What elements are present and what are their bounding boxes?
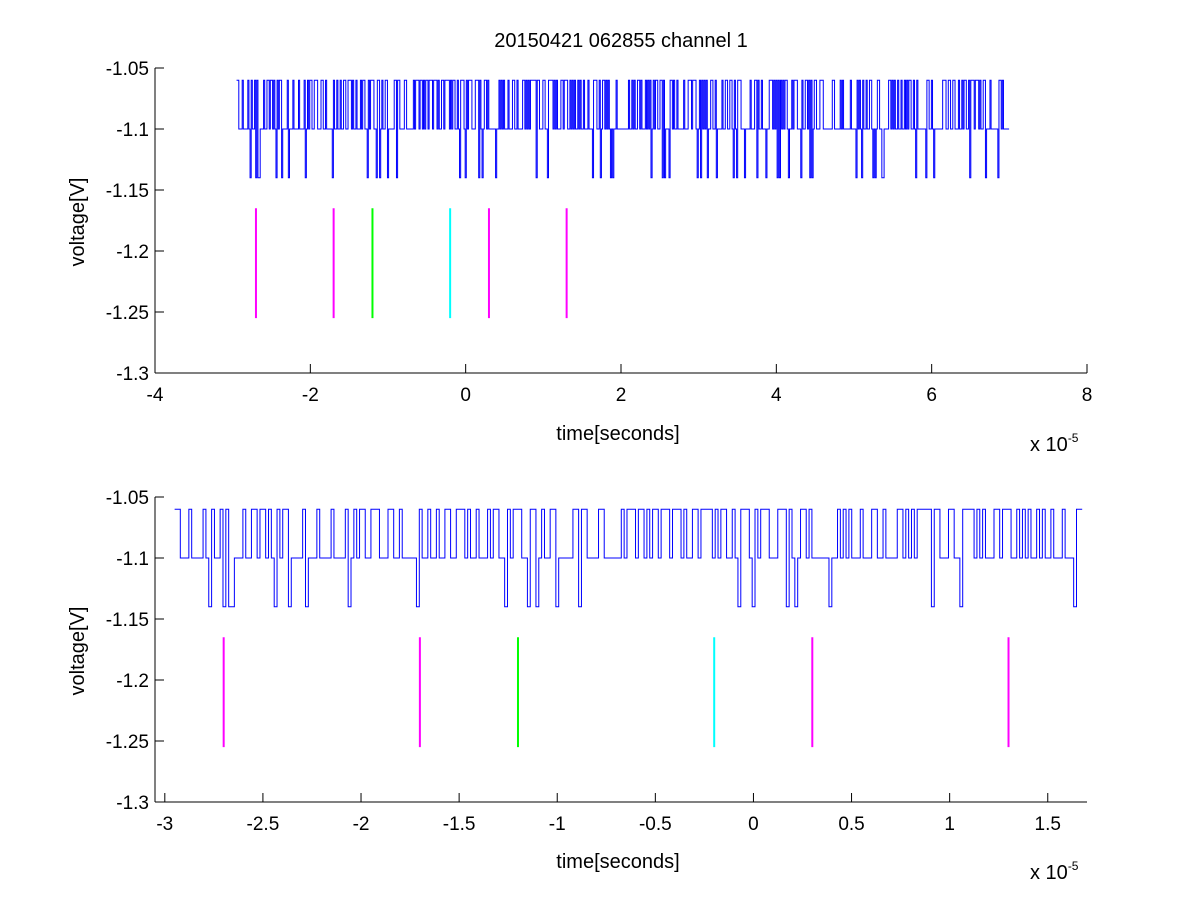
x-tick-label: -2: [353, 814, 370, 835]
x-axis-label: time[seconds]: [556, 423, 679, 445]
x-tick-label: 8: [1082, 385, 1093, 406]
signal-trace: [174, 508, 1083, 608]
x-tick-label: -1.5: [443, 814, 476, 835]
x-axis-multiplier: x 10-5: [1030, 859, 1079, 884]
x-tick-label: -0.5: [639, 814, 672, 835]
y-tick-label: -1.3: [116, 364, 149, 385]
plot-area-frame: [155, 68, 1087, 373]
y-tick-label: -1.25: [106, 732, 149, 753]
x-tick-label: 1: [944, 814, 955, 835]
x-tick-label: -1: [549, 814, 566, 835]
x-tick-label: 0: [460, 385, 471, 406]
x-axis-label: time[seconds]: [556, 851, 679, 873]
y-tick-label: -1.3: [116, 793, 149, 814]
x-tick-label: 0.5: [838, 814, 864, 835]
signal-line: [236, 79, 1010, 179]
y-tick-label: -1.05: [106, 59, 149, 80]
event-markers: [254, 208, 568, 319]
x-tick-label: -2.5: [247, 814, 280, 835]
x-tick-label: -4: [147, 385, 164, 406]
top-subplot: 20150421 062855 channel 1 -4 -2 0 2 4 6 8 -1.05…: [67, 30, 1092, 456]
y-tick-label: -1.15: [106, 610, 149, 631]
y-tick-label: -1.2: [116, 242, 149, 263]
x-tick-label: 4: [771, 385, 782, 406]
y-tick-label: -1.2: [116, 671, 149, 692]
x-tick-label: -3: [156, 814, 173, 835]
chart-title: 20150421 062855 channel 1: [494, 30, 748, 52]
y-axis-label: voltage[V]: [67, 178, 89, 267]
y-tick-label: -1.15: [106, 181, 149, 202]
x-axis-multiplier: x 10-5: [1030, 431, 1079, 456]
event-markers: [222, 637, 1010, 748]
bottom-subplot: -3 -2.5 -2 -1.5 -1 -0.5 0 0.5 1 1.5 -1.05 -1.1 -1.15…: [67, 488, 1087, 884]
x-tick-label: 0: [748, 814, 759, 835]
signal-trace: [236, 79, 1010, 179]
y-tick-label: -1.1: [116, 120, 149, 141]
x-tick-label: 1.5: [1035, 814, 1061, 835]
x-tick-label: 6: [926, 385, 937, 406]
x-tick-label: -2: [302, 385, 319, 406]
y-tick-label: -1.25: [106, 303, 149, 324]
signal-line: [174, 508, 1083, 608]
x-tick-label: 2: [616, 385, 627, 406]
y-axis-label: voltage[V]: [67, 607, 89, 696]
y-tick-label: -1.05: [106, 488, 149, 509]
axes: -4 -2 0 2 4 6 8 -1.05 -1.1 -1.15 -1.2 -1.25 -1.3: [106, 59, 1093, 406]
axes: -3 -2.5 -2 -1.5 -1 -0.5 0 0.5 1 1.5 -1.05 -1.1 -1.15…: [106, 488, 1087, 835]
y-tick-label: -1.1: [116, 549, 149, 570]
